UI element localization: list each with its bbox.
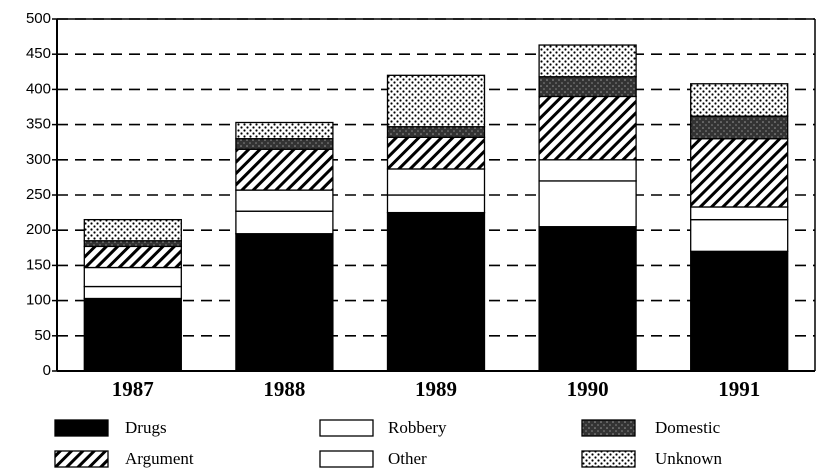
legend-swatch bbox=[319, 450, 374, 468]
x-tick-label: 1991 bbox=[718, 377, 760, 401]
bar-segment bbox=[235, 210, 334, 235]
bar-segment bbox=[235, 121, 334, 140]
legend-label: Argument bbox=[125, 449, 194, 468]
legend-swatch bbox=[54, 419, 109, 437]
bar-segment bbox=[538, 44, 637, 78]
legend-swatch bbox=[54, 450, 109, 468]
bar-segment bbox=[83, 266, 182, 288]
x-tick-label: 1987 bbox=[112, 377, 154, 401]
y-tick-label: 0 bbox=[43, 362, 51, 379]
bar-segment bbox=[386, 211, 486, 372]
bar-segment bbox=[83, 297, 182, 372]
y-tick-label: 200 bbox=[26, 221, 51, 238]
y-tick-label: 450 bbox=[26, 45, 51, 62]
bar-segment bbox=[538, 76, 637, 98]
bar-segment bbox=[83, 218, 182, 242]
legend-swatch bbox=[319, 419, 374, 437]
bar-segment bbox=[538, 95, 637, 161]
bar-segment bbox=[690, 206, 789, 221]
legend-label: Unknown bbox=[655, 449, 723, 468]
bar-segment bbox=[386, 168, 486, 196]
legend-label: Robbery bbox=[388, 418, 447, 437]
bar-segment bbox=[690, 250, 789, 372]
bar-segment bbox=[386, 194, 486, 214]
y-tick-label: 300 bbox=[26, 151, 51, 168]
bar-segment bbox=[83, 240, 182, 248]
x-tick-label: 1988 bbox=[263, 377, 305, 401]
bar-segment bbox=[235, 148, 334, 191]
bar-segment bbox=[235, 189, 334, 212]
legend-label: Drugs bbox=[125, 418, 167, 437]
bar-segment bbox=[690, 138, 789, 208]
x-tick-label: 1989 bbox=[415, 377, 457, 401]
legend-label: Domestic bbox=[655, 418, 721, 437]
bar-segment bbox=[83, 245, 182, 269]
legend-swatch bbox=[581, 419, 636, 437]
bar-segment bbox=[235, 138, 334, 150]
legend-swatch bbox=[581, 450, 636, 468]
y-tick-label: 350 bbox=[26, 116, 51, 133]
bar-segment bbox=[386, 74, 486, 128]
y-tick-label: 400 bbox=[26, 80, 51, 97]
y-tick-label: 150 bbox=[26, 256, 51, 273]
bar-segment bbox=[386, 136, 486, 170]
y-tick-label: 250 bbox=[26, 186, 51, 203]
bar-segment bbox=[83, 285, 182, 300]
bar-segment bbox=[386, 126, 486, 138]
legend-label: Other bbox=[388, 449, 427, 468]
y-tick-label: 100 bbox=[26, 292, 51, 309]
x-tick-label: 1990 bbox=[567, 377, 609, 401]
y-tick-label: 500 bbox=[26, 10, 51, 27]
bar-segment bbox=[690, 115, 789, 140]
bar-segment bbox=[538, 180, 637, 228]
bar-segment bbox=[690, 218, 789, 252]
bar-segment bbox=[235, 233, 334, 372]
bar-segment bbox=[538, 159, 637, 182]
bar-segment bbox=[538, 226, 637, 372]
bar-segment bbox=[690, 83, 789, 117]
y-tick-label: 50 bbox=[34, 327, 51, 344]
